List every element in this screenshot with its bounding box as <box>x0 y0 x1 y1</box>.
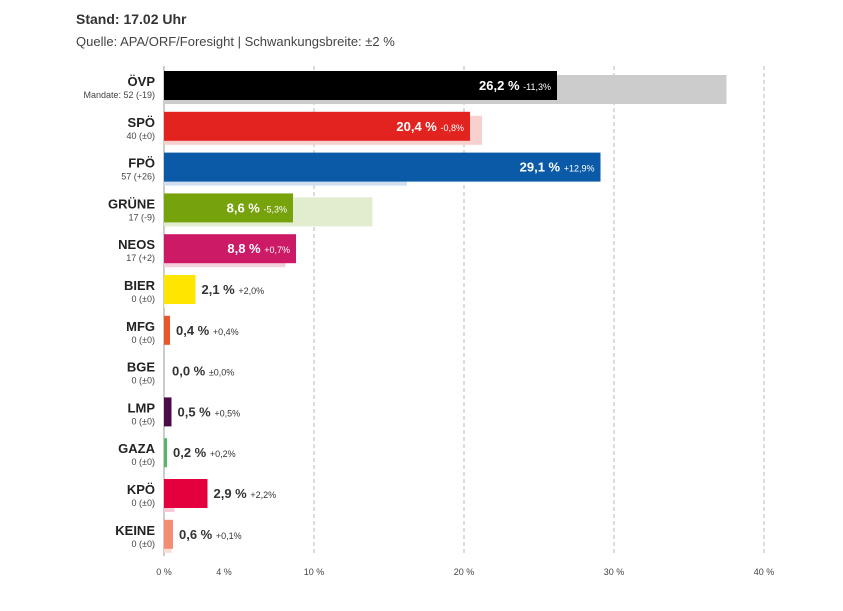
mandate-label: 17 (+2) <box>126 253 155 263</box>
party-label: KEINE <box>115 523 155 538</box>
value-label: 26,2 % -11,3% <box>479 78 551 93</box>
value-main: 2,9 % <box>214 486 251 501</box>
mandate-label: 40 (±0) <box>127 131 155 141</box>
party-label: BIER <box>124 278 156 293</box>
bar-övp <box>164 71 557 100</box>
bar-lmp <box>164 397 172 427</box>
x-tick-label: 40 % <box>754 567 775 577</box>
value-change: +2,0% <box>238 286 264 296</box>
value-change: -5,3% <box>263 204 287 214</box>
value-change: +0,2% <box>210 449 236 459</box>
value-change: -0,8% <box>440 123 464 133</box>
x-tick-label: 10 % <box>304 567 325 577</box>
mandate-label: 0 (±0) <box>132 335 155 345</box>
mandate-label: 17 (-9) <box>128 212 155 222</box>
value-change: +0,5% <box>214 408 240 418</box>
value-main: 0,2 % <box>173 445 210 460</box>
party-label: ÖVP <box>128 74 156 89</box>
value-label: 8,8 % +0,7% <box>227 241 290 256</box>
party-label: LMP <box>128 400 156 415</box>
value-main: 20,4 % <box>396 119 440 134</box>
value-change: ±0,0% <box>209 368 234 378</box>
party-label: MFG <box>126 319 155 334</box>
value-main: 29,1 % <box>520 160 564 175</box>
value-label: 0,6 % +0,1% <box>179 527 242 542</box>
party-label: BGE <box>127 360 156 375</box>
bar-grüne <box>164 193 293 223</box>
x-tick-label: 20 % <box>454 567 475 577</box>
value-change: +0,1% <box>216 531 242 541</box>
party-label: GAZA <box>118 441 155 456</box>
bar-neos <box>164 234 296 264</box>
party-label: SPÖ <box>128 115 155 130</box>
value-main: 26,2 % <box>479 78 523 93</box>
value-change: -11,3% <box>523 82 551 92</box>
bar-keine <box>164 519 173 549</box>
bar-gaza <box>164 438 167 468</box>
party-label: GRÜNE <box>108 196 155 211</box>
party-label: KPÖ <box>127 482 155 497</box>
value-change: +12,9% <box>564 164 595 174</box>
value-label: 8,6 % -5,3% <box>227 200 287 215</box>
bar-kpö <box>164 479 208 508</box>
value-main: 8,6 % <box>227 200 264 215</box>
value-label: 29,1 % +12,9% <box>520 160 595 175</box>
value-label: 0,0 % ±0,0% <box>172 364 234 379</box>
value-main: 0,0 % <box>172 364 209 379</box>
party-label: FPÖ <box>128 156 155 171</box>
mandate-label: 57 (+26) <box>121 172 155 182</box>
value-change: +2,2% <box>250 490 276 500</box>
value-main: 0,4 % <box>176 323 213 338</box>
value-label: 2,1 % +2,0% <box>202 282 265 297</box>
stand-timestamp: Stand: 17.02 Uhr <box>76 11 187 27</box>
mandate-label: Mandate: 52 (-19) <box>83 90 155 100</box>
value-main: 0,5 % <box>178 404 215 419</box>
value-change: +0,4% <box>213 327 239 337</box>
value-main: 2,1 % <box>202 282 239 297</box>
party-label: NEOS <box>118 237 155 252</box>
mandate-label: 0 (±0) <box>132 294 155 304</box>
value-main: 8,8 % <box>227 241 264 256</box>
value-label: 2,9 % +2,2% <box>214 486 277 501</box>
mandate-label: 0 (±0) <box>132 498 155 508</box>
bar-spö <box>164 111 470 141</box>
mandate-label: 0 (±0) <box>132 539 155 549</box>
mandate-label: 0 (±0) <box>132 376 155 386</box>
value-label: 0,5 % +0,5% <box>178 404 241 419</box>
value-main: 0,6 % <box>179 527 216 542</box>
bar-mfg <box>164 315 170 345</box>
value-label: 0,4 % +0,4% <box>176 323 239 338</box>
mandate-label: 0 (±0) <box>132 457 155 467</box>
x-tick-label: 4 % <box>216 567 232 577</box>
source-note: Quelle: APA/ORF/Foresight | Schwankungsb… <box>76 34 395 49</box>
x-tick-label: 30 % <box>604 567 625 577</box>
bar-bier <box>164 275 196 304</box>
value-label: 20,4 % -0,8% <box>396 119 464 134</box>
x-tick-label: 0 % <box>156 567 172 577</box>
mandate-label: 0 (±0) <box>132 416 155 426</box>
bar-fpö <box>164 152 601 182</box>
value-change: +0,7% <box>264 245 290 255</box>
value-label: 0,2 % +0,2% <box>173 445 236 460</box>
